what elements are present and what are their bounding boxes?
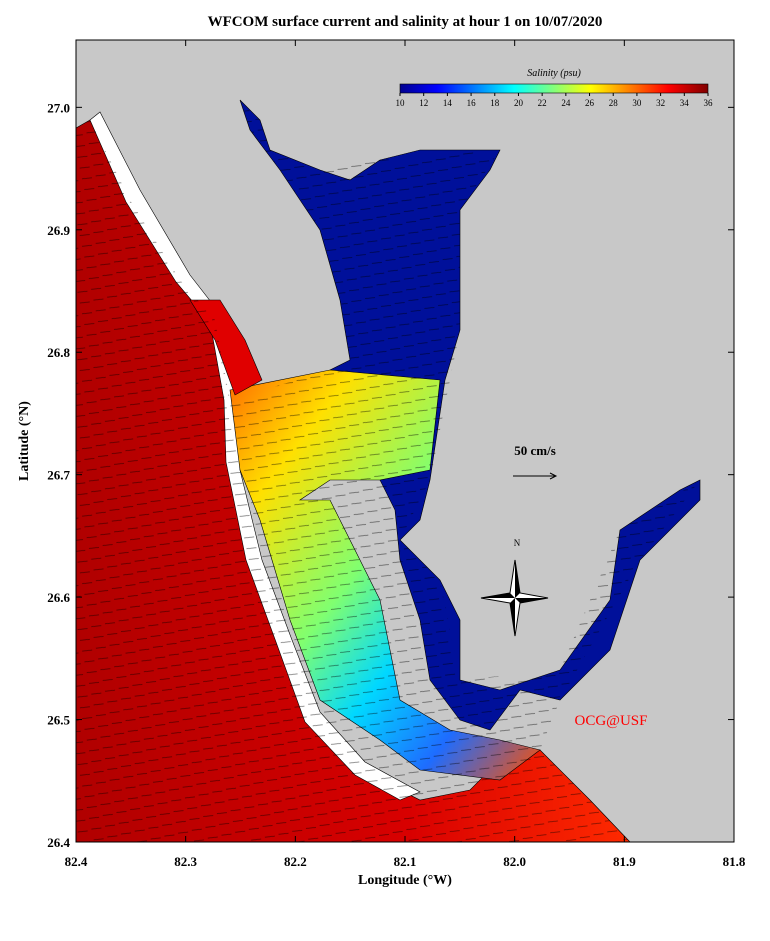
- y-tick-label: 27.0: [47, 100, 70, 115]
- colorbar-tick-label: 18: [490, 98, 500, 108]
- x-axis-label: Longitude (°W): [358, 873, 452, 888]
- credit: OCG@USF: [574, 713, 647, 729]
- colorbar: [399, 83, 709, 94]
- y-tick-label: 26.5: [47, 713, 70, 728]
- y-tick-label: 26.7: [47, 468, 70, 483]
- colorbar-tick-label: 26: [585, 98, 595, 108]
- compass-label: N: [514, 538, 521, 548]
- y-tick-label: 26.4: [47, 835, 70, 850]
- colorbar-tick-label: 16: [467, 98, 477, 108]
- colorbar-tick-label: 10: [396, 98, 406, 108]
- x-tick-label: 81.8: [723, 854, 746, 869]
- compass: [480, 559, 549, 637]
- y-tick-label: 26.9: [47, 223, 70, 238]
- scale-label: 50 cm/s: [514, 443, 556, 458]
- colorbar-tick-label: 28: [609, 98, 619, 108]
- x-tick-label: 82.4: [65, 854, 88, 869]
- map-title: WFCOM surface current and salinity at ho…: [208, 14, 603, 30]
- colorbar-tick-label: 36: [704, 98, 714, 108]
- colorbar-tick-label: 14: [443, 98, 453, 108]
- current-vectors: [76, 100, 700, 842]
- x-tick-label: 81.9: [613, 854, 636, 869]
- y-tick-label: 26.6: [47, 590, 70, 605]
- colorbar-tick-label: 32: [656, 98, 665, 108]
- x-tick-label: 82.2: [284, 854, 307, 869]
- x-tick-label: 82.1: [394, 854, 417, 869]
- colorbar-label: Salinity (psu): [527, 68, 581, 79]
- colorbar-tick-label: 20: [514, 98, 524, 108]
- colorbar-tick-label: 24: [561, 98, 571, 108]
- colorbar-tick-label: 30: [632, 98, 642, 108]
- colorbar-tick-label: 22: [538, 98, 547, 108]
- y-tick-label: 26.8: [47, 345, 70, 360]
- x-tick-label: 82.3: [174, 854, 197, 869]
- scale-arrowhead: [549, 472, 558, 480]
- y-axis-label: Latitude (°N): [17, 401, 32, 481]
- colorbar-tick-label: 34: [680, 98, 690, 108]
- x-tick-label: 82.0: [503, 854, 526, 869]
- colorbar-tick-label: 12: [419, 98, 428, 108]
